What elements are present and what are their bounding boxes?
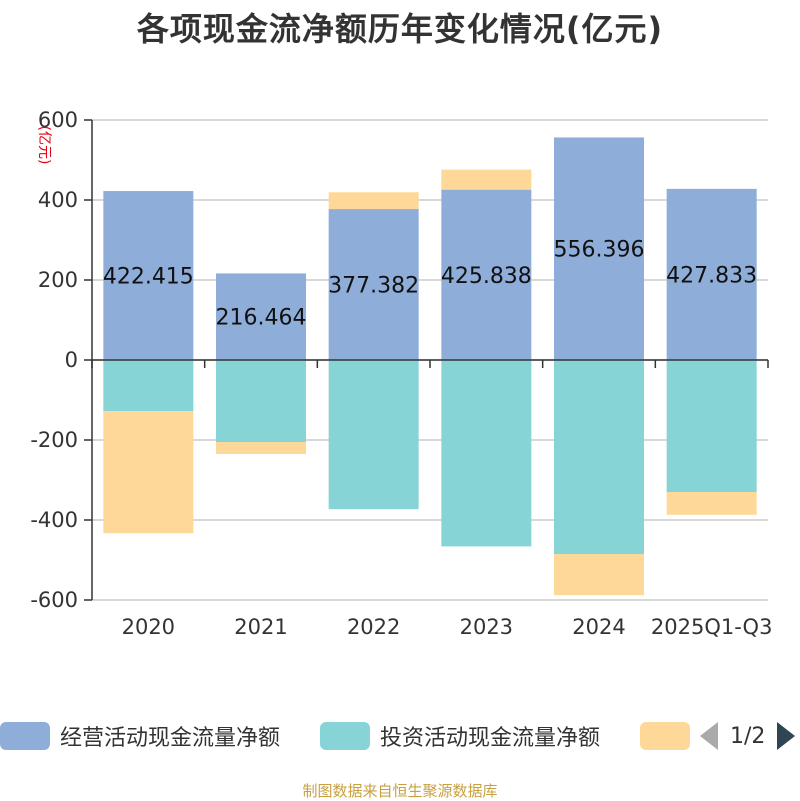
bar-value-label: 427.833 <box>666 263 757 288</box>
legend-swatch-operating <box>0 722 50 750</box>
bar-series0-2022[interactable] <box>328 209 419 360</box>
data-source-note: 制图数据来自恒生聚源数据库 <box>302 782 498 800</box>
bar-series0-2020[interactable] <box>103 191 194 360</box>
legend-label-investing: 投资活动现金流量净额 <box>380 726 601 751</box>
bar-series1-2025Q1-Q3[interactable] <box>666 360 757 492</box>
next-page-icon[interactable] <box>777 722 796 750</box>
x-tick-label: 2022 <box>347 615 400 639</box>
prev-page-icon[interactable] <box>700 722 718 750</box>
bar-value-label: 377.382 <box>328 274 419 299</box>
legend-item-financing[interactable] <box>640 716 690 756</box>
bar-series2-2024[interactable] <box>554 554 644 596</box>
legend-swatch-investing <box>320 722 370 750</box>
legend-page-indicator: 1/2 <box>730 723 766 749</box>
legend-item-investing[interactable]: 投资活动现金流量净额 <box>320 716 600 756</box>
bar-value-label: 422.415 <box>103 265 194 290</box>
y-tick-label: 600 <box>38 108 78 132</box>
y-tick-label: -400 <box>30 508 78 532</box>
bar-series2-2025Q1-Q3[interactable] <box>666 492 757 515</box>
bar-series2-2022[interactable] <box>328 192 419 210</box>
bar-series2-2021[interactable] <box>216 442 306 454</box>
bar-value-label: 556.396 <box>554 238 645 263</box>
legend-swatch-financing <box>640 722 690 750</box>
y-tick-label: 200 <box>38 268 78 292</box>
bars <box>103 137 757 596</box>
bar-series2-2020[interactable] <box>103 411 194 534</box>
bar-series0-2025Q1-Q3[interactable] <box>666 188 757 360</box>
bar-series1-2021[interactable] <box>216 360 306 442</box>
bar-series0-2023[interactable] <box>441 189 532 360</box>
y-tick-label: -600 <box>30 588 78 612</box>
bar-series1-2020[interactable] <box>103 360 194 412</box>
x-tick-label: 2020 <box>122 615 175 639</box>
x-tick-label: 2023 <box>460 615 513 639</box>
y-tick-label: 400 <box>38 188 78 212</box>
bar-series2-2023[interactable] <box>441 169 532 190</box>
bar-series1-2024[interactable] <box>554 360 644 554</box>
bar-series0-2021[interactable] <box>216 273 306 360</box>
legend-pager: 1/2 <box>700 716 796 756</box>
bar-series0-2024[interactable] <box>554 137 644 360</box>
bar-series1-2022[interactable] <box>328 360 419 510</box>
bar-series1-2023[interactable] <box>441 360 532 547</box>
y-tick-label: -200 <box>30 428 78 452</box>
y-axis-unit-label: (亿元) <box>36 126 52 165</box>
x-tick-label: 2021 <box>234 615 287 639</box>
x-tick-label: 2025Q1-Q3 <box>651 615 773 639</box>
x-tick-label: 2024 <box>572 615 625 639</box>
bar-value-label: 216.464 <box>216 306 307 331</box>
bar-value-label: 425.838 <box>441 264 532 289</box>
chart-title: 各项现金流净额历年变化情况(亿元) <box>136 10 664 48</box>
y-tick-label: 0 <box>65 348 78 372</box>
legend-label-operating: 经营活动现金流量净额 <box>60 726 281 751</box>
legend: 经营活动现金流量净额 投资活动现金流量净额 1/2 <box>0 716 800 756</box>
axes: 600 400 200 0 -200 -400 -600 (亿元) 2020 2021 2022 20… <box>30 108 772 639</box>
bar-labels: 422.415 216.464 377.382 425.838 556.396 427.8… <box>103 238 757 331</box>
legend-item-operating[interactable]: 经营活动现金流量净额 <box>0 716 280 756</box>
